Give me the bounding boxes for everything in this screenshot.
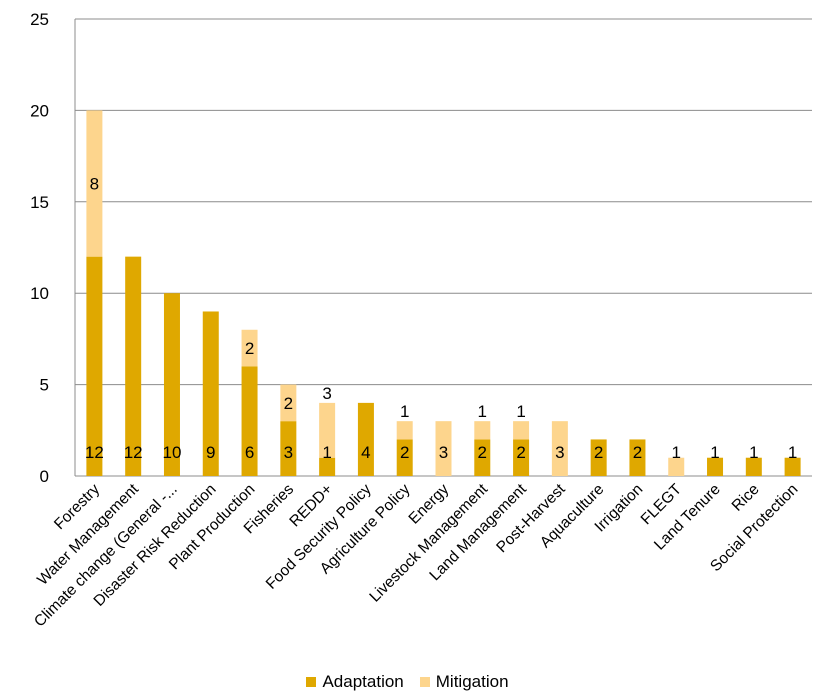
bar-mitigation	[86, 110, 103, 257]
bar-adaptation	[629, 439, 646, 476]
y-tick-label: 20	[30, 101, 49, 120]
bar-mitigation	[241, 329, 258, 367]
bar-adaptation	[474, 439, 491, 476]
data-label-mitigation: 2	[245, 339, 254, 358]
legend-item-mitigation: Mitigation	[419, 672, 509, 692]
data-label-mitigation: 8	[90, 175, 99, 194]
legend-swatch-adaptation	[306, 677, 317, 687]
x-tick-label: Rice	[729, 481, 763, 515]
legend-label-adaptation: Adaptation	[322, 672, 404, 691]
data-label-mitigation: 3	[439, 443, 448, 462]
data-label-adaptation: 12	[124, 443, 143, 462]
bar-adaptation	[163, 293, 180, 476]
data-label-adaptation: 2	[594, 443, 603, 462]
data-label-adaptation: 2	[400, 443, 409, 462]
data-label-adaptation: 10	[163, 443, 182, 462]
bar-adaptation	[707, 457, 724, 476]
data-label-adaptation: 12	[85, 443, 104, 462]
bar-adaptation	[280, 421, 297, 476]
data-label-adaptation: 1	[710, 443, 719, 462]
y-tick-label: 5	[40, 376, 49, 395]
legend-label-mitigation: Mitigation	[435, 672, 509, 691]
bar-mitigation	[474, 421, 491, 440]
bar-adaptation	[784, 457, 801, 476]
bar-adaptation	[590, 439, 607, 476]
chart-legend: Adaptation Mitigation	[0, 672, 815, 692]
bar-mitigation	[551, 421, 568, 476]
data-label-mitigation: 2	[284, 394, 293, 413]
bar-mitigation	[513, 421, 530, 440]
y-tick-label: 15	[30, 193, 49, 212]
bar-adaptation	[86, 256, 103, 476]
bar-adaptation	[125, 256, 142, 476]
bar-adaptation	[357, 402, 374, 476]
legend-swatch-mitigation	[419, 677, 430, 687]
data-label-adaptation: 4	[361, 443, 370, 462]
data-label-adaptation: 3	[284, 443, 293, 462]
bar-mitigation	[396, 421, 413, 440]
x-tick-label: Climate change (General -...	[31, 481, 181, 631]
data-label-mitigation: 1	[672, 443, 681, 462]
bar-adaptation	[396, 439, 413, 476]
data-label-mitigation: 3	[322, 384, 331, 403]
data-label-adaptation: 6	[245, 443, 254, 462]
data-label-mitigation: 1	[400, 402, 409, 421]
data-label-adaptation: 1	[788, 443, 797, 462]
data-label-adaptation: 2	[633, 443, 642, 462]
data-label-adaptation: 1	[322, 443, 331, 462]
bar-mitigation	[668, 457, 685, 476]
legend-item-adaptation: Adaptation	[306, 672, 404, 692]
bar-mitigation	[435, 421, 452, 476]
bar-mitigation	[280, 384, 297, 422]
data-label-adaptation: 9	[206, 443, 215, 462]
bar-adaptation	[745, 457, 762, 476]
data-label-mitigation: 1	[478, 402, 487, 421]
bar-adaptation	[513, 439, 530, 476]
bar-mitigation	[319, 402, 336, 458]
bar-adaptation	[319, 457, 336, 476]
data-label-mitigation: 3	[555, 443, 564, 462]
y-tick-label: 25	[30, 10, 49, 29]
y-tick-label: 0	[40, 467, 49, 486]
data-label-adaptation: 1	[749, 443, 758, 462]
bar-adaptation	[241, 366, 258, 476]
data-label-adaptation: 2	[516, 443, 525, 462]
data-label-mitigation: 1	[516, 402, 525, 421]
data-label-adaptation: 2	[478, 443, 487, 462]
bar-adaptation	[202, 311, 219, 476]
y-tick-label: 10	[30, 284, 49, 303]
